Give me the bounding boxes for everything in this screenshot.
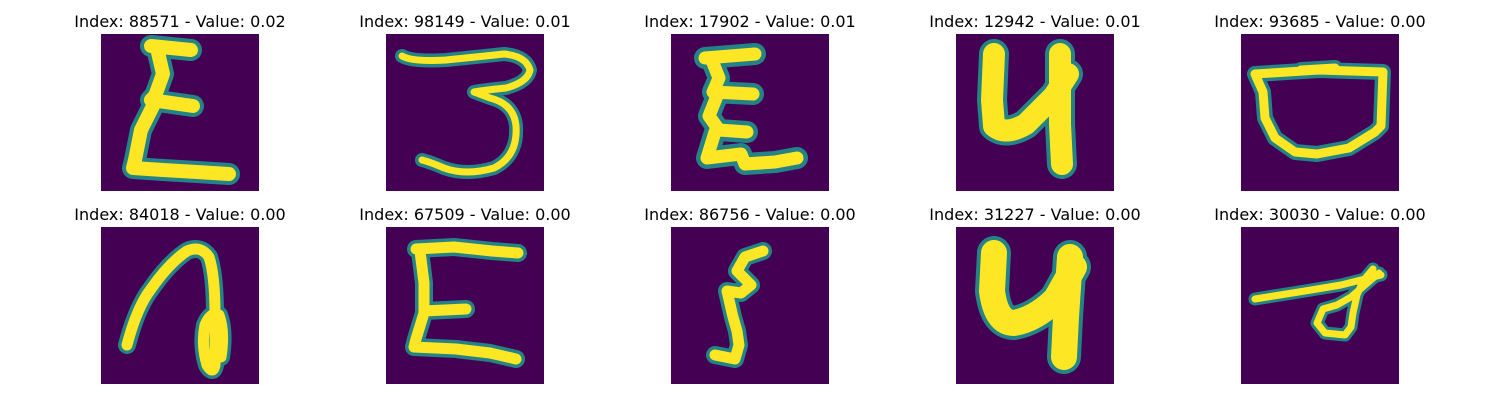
panel-title: Index: 30030 - Value: 0.00 — [1214, 205, 1426, 224]
panel-title: Index: 86756 - Value: 0.00 — [644, 205, 856, 224]
panel-2: Index: 98149 - Value: 0.01 — [323, 12, 607, 202]
handwritten-glyph-image — [101, 227, 259, 384]
panel-6: Index: 84018 - Value: 0.00 — [38, 205, 322, 395]
panel-title: Index: 31227 - Value: 0.00 — [929, 205, 1141, 224]
panel-title: Index: 12942 - Value: 0.01 — [929, 12, 1141, 31]
handwritten-glyph-image — [956, 227, 1114, 384]
panel-8: Index: 86756 - Value: 0.00 — [608, 205, 892, 395]
panel-10: Index: 30030 - Value: 0.00 — [1178, 205, 1462, 395]
handwritten-glyph-image — [1241, 34, 1399, 191]
panel-3: Index: 17902 - Value: 0.01 — [608, 12, 892, 202]
panel-4: Index: 12942 - Value: 0.01 — [893, 12, 1177, 202]
panel-title: Index: 67509 - Value: 0.00 — [359, 205, 571, 224]
handwritten-glyph-image — [1241, 227, 1399, 384]
panel-1: Index: 88571 - Value: 0.02 — [38, 12, 322, 202]
handwritten-glyph-image — [101, 34, 259, 191]
panel-9: Index: 31227 - Value: 0.00 — [893, 205, 1177, 395]
handwritten-glyph-image — [671, 34, 829, 191]
handwritten-glyph-image — [386, 34, 544, 191]
panel-title: Index: 98149 - Value: 0.01 — [359, 12, 571, 31]
panel-7: Index: 67509 - Value: 0.00 — [323, 205, 607, 395]
panel-title: Index: 17902 - Value: 0.01 — [644, 12, 856, 31]
panel-title: Index: 88571 - Value: 0.02 — [74, 12, 286, 31]
handwritten-glyph-image — [671, 227, 829, 384]
panel-title: Index: 93685 - Value: 0.00 — [1214, 12, 1426, 31]
panel-title: Index: 84018 - Value: 0.00 — [74, 205, 286, 224]
handwritten-glyph-image — [956, 34, 1114, 191]
panel-5: Index: 93685 - Value: 0.00 — [1178, 12, 1462, 202]
handwritten-glyph-image — [386, 227, 544, 384]
